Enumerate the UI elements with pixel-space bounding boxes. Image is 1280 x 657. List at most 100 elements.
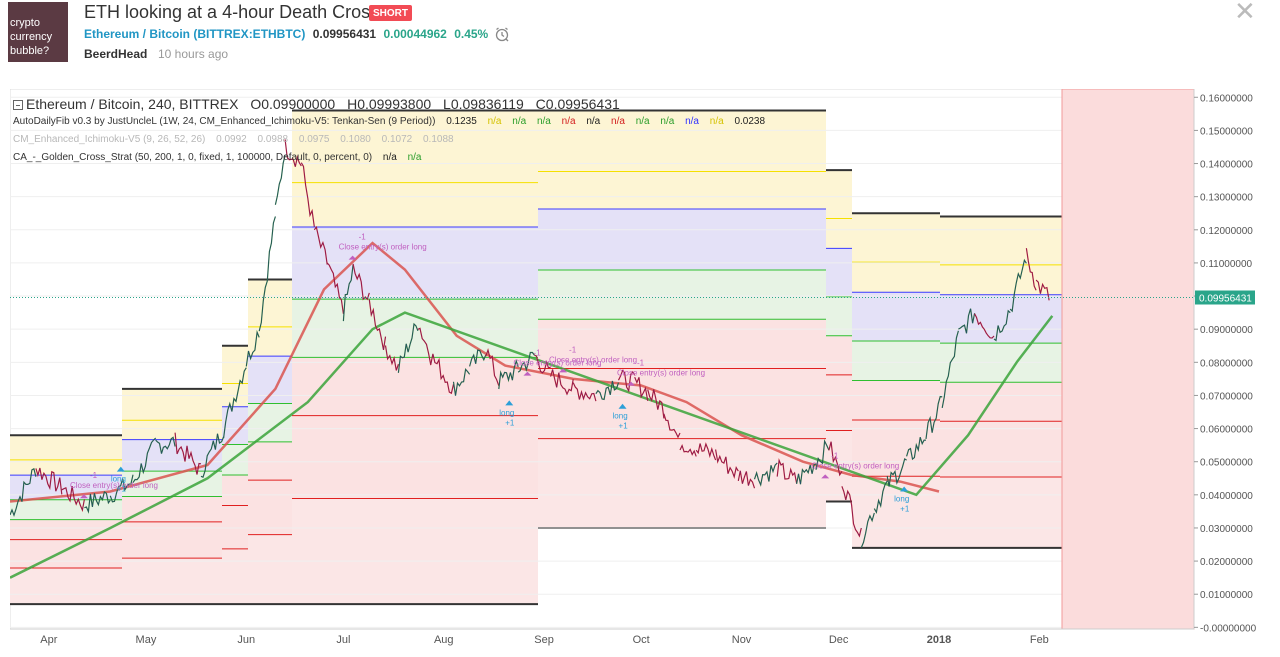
indicator-name: CM_Enhanced_Ichimoku-V5 (9, 26, 52, 26) xyxy=(13,134,206,145)
indicator-autodailyfib[interactable]: AutoDailyFib v0.3 by JustUncleL (1W, 24,… xyxy=(13,116,765,127)
price-segment-overlay xyxy=(941,330,959,408)
symbol-ticker-link[interactable]: (BITTREX:ETHBTC) xyxy=(193,27,306,41)
price-segment-overlay xyxy=(796,463,817,485)
symbol-name-link[interactable]: Ethereum / Bitcoin xyxy=(84,27,191,41)
trade-long-label: long xyxy=(613,412,628,421)
price-segment-overlay xyxy=(738,470,755,489)
price-segment-overlay xyxy=(1035,279,1050,301)
trade-close-label: Close entry(s) order long xyxy=(70,481,158,490)
chart-legend: Ethereum / Bitcoin, 240, BITTREX O0.0990… xyxy=(13,96,620,112)
price-segment-overlay xyxy=(326,262,344,314)
price-segment-overlay xyxy=(343,264,354,322)
symbol-line: Ethereum / Bitcoin (BITTREX:ETHBTC) 0.09… xyxy=(84,27,488,41)
collapse-icon[interactable] xyxy=(13,100,23,110)
price-segment-overlay xyxy=(925,396,943,439)
indicator-na: n/a xyxy=(561,116,576,127)
price-segment-overlay xyxy=(776,459,797,484)
y-tick-label: 0.15000000 xyxy=(1200,126,1253,137)
trade-plus-label: +1 xyxy=(505,418,515,427)
current-price-label: 0.09956431 xyxy=(1199,293,1252,304)
fib-zone xyxy=(222,505,248,549)
indicator-value: 0.0988 xyxy=(257,134,289,145)
fib-zone xyxy=(248,441,292,481)
price-segment-overlay xyxy=(841,486,862,537)
price-segment-overlay xyxy=(974,313,995,339)
price-segment-overlay xyxy=(906,437,927,460)
fib-zone xyxy=(826,374,852,431)
x-tick-label: Aug xyxy=(434,634,454,646)
indicator-ichimoku[interactable]: CM_Enhanced_Ichimoku-V5 (9, 26, 52, 26) … xyxy=(13,134,454,145)
close-icon[interactable]: ✕ xyxy=(1234,0,1256,27)
fib-zone xyxy=(852,420,940,477)
indicator-golden-cross[interactable]: CA_-_Golden_Cross_Strat (50, 200, 1, 0, … xyxy=(13,152,421,163)
fib-zone xyxy=(538,319,826,369)
fib-zone xyxy=(222,345,248,384)
trade-close-label: Close entry(s) order long xyxy=(339,243,427,252)
trade-arrow xyxy=(79,494,88,499)
x-tick-label: Dec xyxy=(829,634,849,646)
fib-zone xyxy=(940,476,1062,548)
author-avatar[interactable]: crypto currency bubble? xyxy=(8,2,68,62)
fib-zone xyxy=(10,519,122,540)
avatar-text: crypto currency bubble? xyxy=(10,16,68,58)
fib-zone xyxy=(292,110,538,183)
fib-zone xyxy=(538,269,826,320)
x-axis[interactable]: Apr May Jun Jul Aug Sep Oct Nov Dec 2018 Feb xyxy=(10,628,1194,646)
trade-arrow xyxy=(523,371,532,376)
idea-title: ETH looking at a 4-hour Death Cross xyxy=(84,2,380,22)
indicator-value: 0.1235 xyxy=(446,116,477,127)
future-zone xyxy=(1061,89,1195,630)
fib-zone xyxy=(826,335,852,375)
indicator-na: n/a xyxy=(635,116,650,127)
price-segment-overlay xyxy=(874,480,888,514)
fib-zone xyxy=(292,357,538,416)
fib-zone xyxy=(292,182,538,228)
price-segment-overlay xyxy=(498,360,519,390)
y-axis[interactable]: 0.16000000 0.15000000 0.14000000 0.13000000… xyxy=(10,89,1257,634)
indicator-value: 0.1080 xyxy=(340,134,371,145)
short-badge: SHORT xyxy=(369,5,412,21)
trade-plus-label: +1 xyxy=(900,505,910,514)
price-segment-overlay xyxy=(200,433,224,478)
price-segment-overlay xyxy=(385,345,399,371)
indicator-na: n/a xyxy=(660,116,675,127)
alarm-clock-icon[interactable] xyxy=(494,26,510,42)
price-segment-overlay xyxy=(618,369,635,392)
y-tick-label: 0.05000000 xyxy=(1200,458,1253,469)
avatar-line-2: currency xyxy=(10,31,53,43)
indicator-na: n/a xyxy=(512,116,527,127)
trade-minus-label: -1 xyxy=(831,451,839,460)
x-tick-label: Oct xyxy=(633,634,650,646)
price-series xyxy=(10,139,1050,548)
fib-zone xyxy=(826,296,852,336)
trade-arrow xyxy=(348,255,357,260)
price-segment-overlay xyxy=(695,443,716,461)
fib-zone xyxy=(10,435,122,460)
fib-zone xyxy=(122,521,222,559)
x-tick-label: Apr xyxy=(40,634,57,646)
price-segment-overlay xyxy=(369,299,386,350)
y-tick-label: 0.06000000 xyxy=(1200,425,1253,436)
price-segment-overlay xyxy=(958,308,975,334)
trade-arrow xyxy=(559,368,568,373)
price-segment-overlay xyxy=(417,327,432,366)
fib-zone xyxy=(940,382,1062,422)
y-tick-label: 0.09000000 xyxy=(1200,325,1253,336)
price-chart[interactable]: Close entry(s) order long -1 Close entry(s… xyxy=(10,89,1270,649)
chart-container[interactable]: Close entry(s) order long -1 Close entry(s… xyxy=(10,89,1270,649)
y-tick-label: 0.01000000 xyxy=(1200,590,1253,601)
legend-open: 0.09900000 xyxy=(261,96,336,112)
fib-zone xyxy=(10,459,122,476)
price-segment-overlay xyxy=(258,216,276,332)
fib-zone xyxy=(10,567,122,605)
fib-zone xyxy=(222,548,248,605)
price-segment-overlay xyxy=(1026,248,1037,291)
moving-averages xyxy=(10,241,1054,579)
price-segment-overlay xyxy=(352,263,370,300)
price-segment-overlay xyxy=(132,437,156,483)
author-name[interactable]: BeerdHead xyxy=(84,47,148,61)
price-segment-overlay xyxy=(715,449,739,478)
price-segment-overlay xyxy=(754,462,778,486)
fib-zone xyxy=(940,264,1062,295)
price-segment-overlay xyxy=(398,323,419,373)
